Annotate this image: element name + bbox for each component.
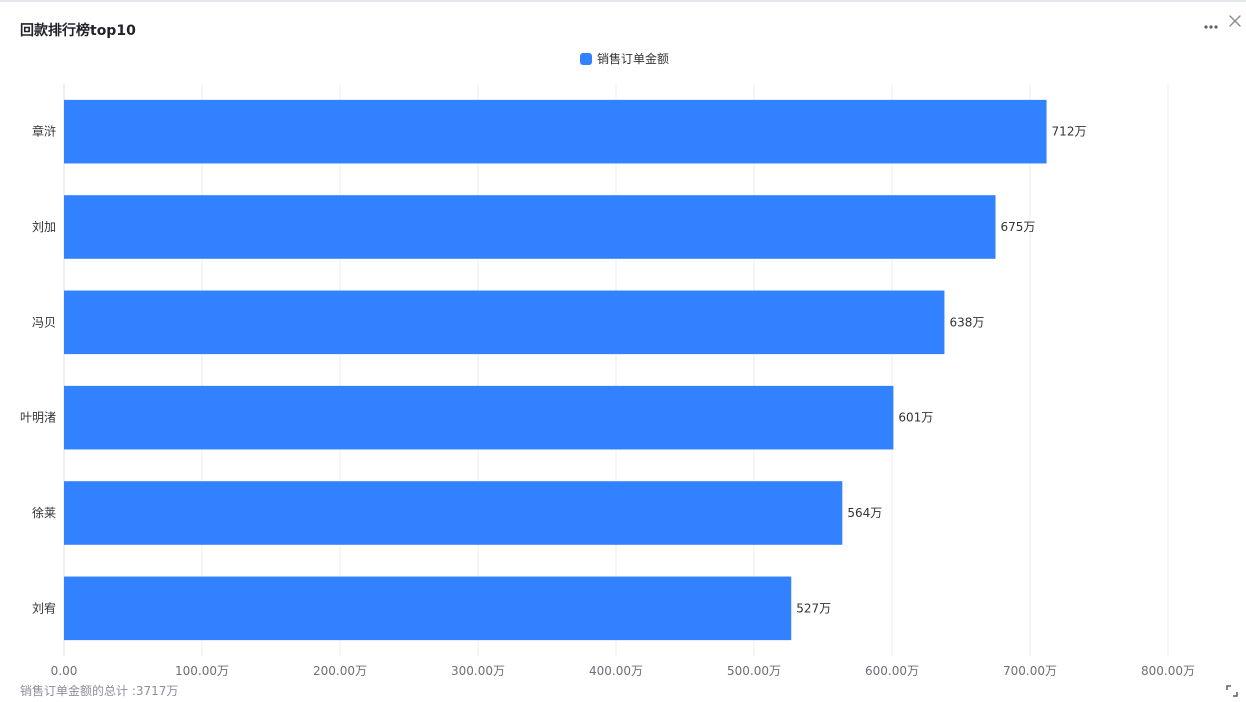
legend-item[interactable]: 销售订单金额 (580, 50, 669, 67)
bar[interactable] (64, 195, 996, 259)
close-icon[interactable] (1227, 13, 1243, 29)
y-category-label: 徐莱 (32, 505, 56, 520)
bar[interactable] (64, 290, 945, 355)
x-tick-label: 800.00万 (1141, 664, 1195, 678)
bar[interactable] (64, 385, 894, 450)
x-tick-label: 0.00 (51, 664, 78, 678)
y-category-label: 章浒 (32, 124, 56, 139)
more-horizontal-icon[interactable] (1203, 19, 1219, 35)
bar-value-label: 564万 (847, 506, 882, 520)
y-category-label: 刘加 (32, 220, 56, 234)
bar[interactable] (64, 481, 843, 545)
expand-icon[interactable] (1226, 685, 1238, 697)
x-tick-label: 500.00万 (727, 664, 781, 678)
bar-value-label: 638万 (949, 315, 984, 329)
y-category-label: 刘宥 (32, 600, 56, 615)
y-category-label: 叶明渚 (20, 411, 56, 425)
legend-label: 销售订单金额 (597, 52, 670, 66)
x-tick-label: 100.00万 (175, 664, 229, 678)
total-summary: 销售订单金额的总计 :3717万 (20, 684, 179, 698)
bar-value-label: 601万 (898, 411, 933, 425)
bar-value-label: 527万 (796, 601, 831, 615)
x-tick-label: 200.00万 (313, 664, 367, 678)
chart-title: 回款排行榜top10 (20, 23, 136, 39)
bar-value-label: 712万 (1052, 125, 1087, 139)
x-tick-label: 400.00万 (589, 664, 643, 678)
x-tick-label: 700.00万 (1003, 664, 1057, 678)
x-tick-label: 300.00万 (451, 664, 505, 678)
legend-swatch (580, 52, 592, 65)
bar-value-label: 675万 (1001, 220, 1036, 234)
y-category-label: 冯贝 (32, 315, 56, 329)
bar[interactable] (64, 576, 792, 641)
bar[interactable] (64, 99, 1047, 164)
x-tick-label: 600.00万 (865, 664, 919, 678)
